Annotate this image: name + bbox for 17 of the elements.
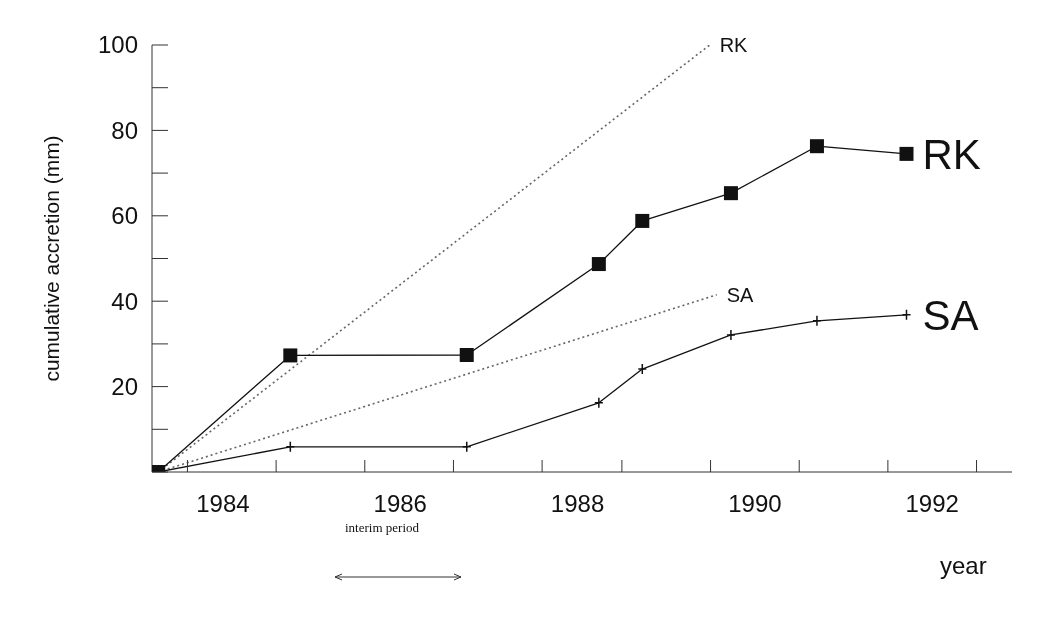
y-axis-title: cumulative accretion (mm) (40, 135, 64, 382)
x-tick-label: 1986 (373, 490, 427, 517)
y-tick-label: 100 (97, 31, 138, 59)
y-tick-label: 20 (111, 373, 138, 400)
x-tick-label: 1984 (196, 490, 250, 517)
text: interim period (345, 520, 420, 536)
x-tick-label: 1988 (550, 490, 605, 517)
series-label: SA (922, 291, 979, 339)
series-label: RK (719, 34, 749, 56)
x-tick-label: 1990 (728, 490, 782, 517)
series-label: RK (922, 130, 981, 178)
y-tick-label: 40 (111, 287, 138, 315)
y-tick-label: 80 (111, 116, 138, 144)
y-tick-label: 60 (111, 202, 138, 230)
x-axis-title: year (940, 552, 987, 580)
series-label: SA (726, 283, 755, 306)
x-tick-label: 1992 (905, 490, 959, 517)
